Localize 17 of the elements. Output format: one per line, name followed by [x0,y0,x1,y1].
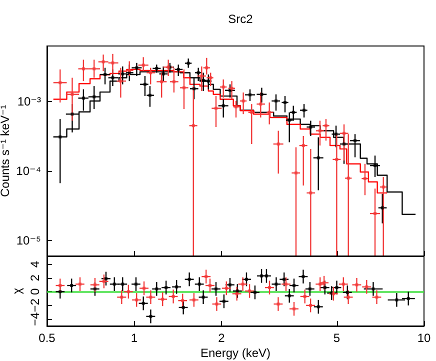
y-tick-label: 10⁻⁴ [16,164,41,178]
x-tick-label: 10 [417,331,431,345]
y-tick-label: −4 [28,312,42,326]
y-tick-label: 10⁻³ [17,94,41,109]
y-tick-label: −2 [28,298,42,312]
x-tick-label: 5 [333,331,340,345]
y-tick-label: 2 [28,274,42,282]
x-tick-label: 2 [218,331,226,345]
x-axis-title: Energy (keV) [200,346,271,360]
y-tick-label: 0 [28,288,42,296]
y-tick-label: 4 [28,260,42,268]
y-axis-title: χ [10,287,24,294]
x-tick-label: 0.5 [38,331,56,345]
x-tick-label: 1 [130,331,138,345]
y-tick-label: 10⁻⁵ [16,234,42,248]
chart-title: Src2 [228,12,254,26]
y-axis-title: Counts s⁻¹ keV⁻¹ [0,104,12,198]
